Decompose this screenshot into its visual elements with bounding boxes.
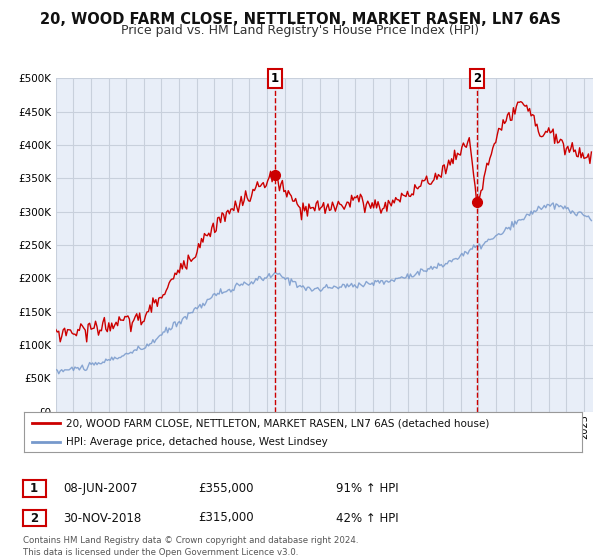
Text: 2: 2 (473, 72, 481, 85)
Text: Contains HM Land Registry data © Crown copyright and database right 2024.
This d: Contains HM Land Registry data © Crown c… (23, 536, 358, 557)
Text: 2: 2 (30, 511, 38, 525)
Text: 20, WOOD FARM CLOSE, NETTLETON, MARKET RASEN, LN7 6AS (detached house): 20, WOOD FARM CLOSE, NETTLETON, MARKET R… (66, 418, 489, 428)
Text: Price paid vs. HM Land Registry's House Price Index (HPI): Price paid vs. HM Land Registry's House … (121, 24, 479, 37)
Text: £355,000: £355,000 (198, 482, 254, 495)
Text: 30-NOV-2018: 30-NOV-2018 (63, 511, 141, 525)
Text: 42% ↑ HPI: 42% ↑ HPI (336, 511, 398, 525)
Text: HPI: Average price, detached house, West Lindsey: HPI: Average price, detached house, West… (66, 437, 328, 446)
Text: 1: 1 (271, 72, 279, 85)
Text: 08-JUN-2007: 08-JUN-2007 (63, 482, 137, 495)
Text: 20, WOOD FARM CLOSE, NETTLETON, MARKET RASEN, LN7 6AS: 20, WOOD FARM CLOSE, NETTLETON, MARKET R… (40, 12, 560, 27)
Text: £315,000: £315,000 (198, 511, 254, 525)
Text: 91% ↑ HPI: 91% ↑ HPI (336, 482, 398, 495)
Text: 1: 1 (30, 482, 38, 495)
